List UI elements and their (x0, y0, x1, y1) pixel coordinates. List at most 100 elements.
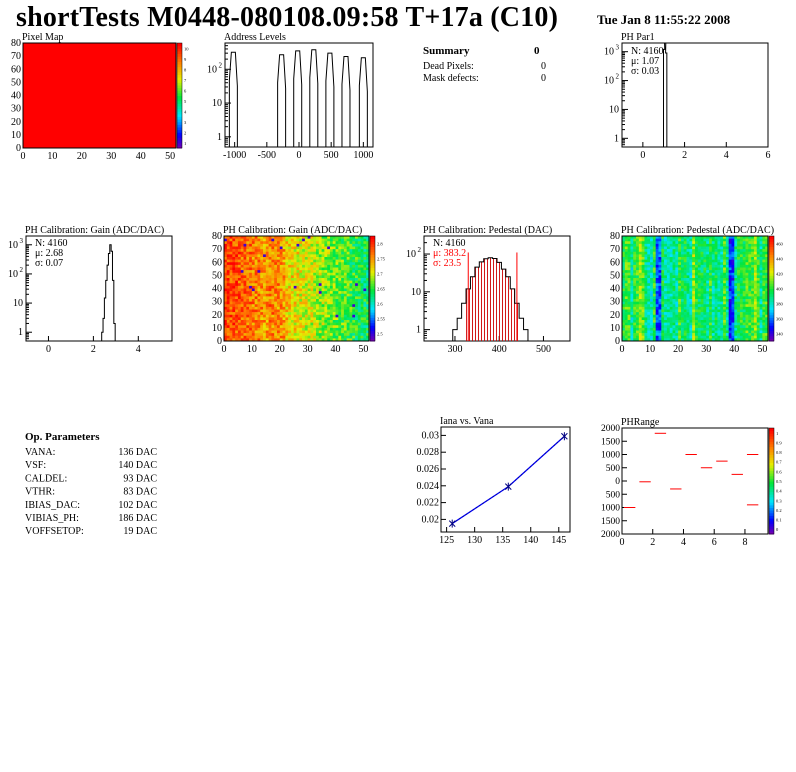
heatmap-cell (338, 304, 342, 308)
heatmap-cell (232, 236, 236, 239)
heatmap-cell (352, 335, 356, 339)
y-tick-label-exp: 2 (616, 73, 620, 81)
heatmap-cell (335, 283, 339, 287)
heatmap-cell (265, 299, 269, 302)
heatmap-cell (647, 272, 651, 276)
heatmap-cell (731, 306, 735, 310)
heatmap-cell (680, 267, 685, 271)
colorbar-cell (370, 278, 375, 282)
heatmap-cell (329, 238, 334, 242)
heatmap-cell (622, 314, 626, 318)
heatmap-cell (742, 283, 746, 287)
heatmap-cell (759, 278, 763, 281)
heatmap-cell (327, 238, 331, 242)
heatmap-cell (285, 275, 289, 279)
heatmap-cell (655, 291, 659, 295)
heatmap-cell (622, 257, 626, 260)
heatmap-cell (711, 285, 715, 289)
heatmap-cell (717, 338, 721, 342)
x-tick-label: 140 (523, 535, 538, 546)
heatmap-cell (343, 267, 347, 271)
heatmap-cell (680, 254, 685, 258)
heatmap-cell (739, 288, 744, 292)
heatmap-cell (276, 325, 281, 329)
heatmap-cell (327, 264, 331, 268)
heatmap-cell (352, 296, 356, 300)
heatmap-cell (279, 241, 283, 245)
heatmap-cell (268, 278, 272, 281)
heatmap-cell (714, 291, 718, 295)
heatmap-cell (652, 243, 656, 247)
heatmap-cell (335, 254, 339, 258)
heatmap-cell (734, 322, 738, 326)
heatmap-cell (664, 299, 668, 302)
heatmap-cell (686, 262, 690, 266)
heatmap-cell (664, 254, 668, 258)
heatmap-cell (706, 280, 710, 284)
heatmap-cell (318, 285, 322, 289)
heatmap-cell (304, 285, 308, 289)
heatmap-cell (759, 280, 763, 284)
heatmap-cell (318, 238, 322, 242)
heatmap-cell (316, 288, 320, 292)
heatmap-cell (341, 304, 345, 308)
heatmap-cell (249, 293, 253, 297)
heatmap-cell (318, 291, 322, 295)
heatmap-cell (664, 238, 668, 242)
heatmap-cell (327, 272, 331, 276)
colorbar-cell (177, 43, 182, 47)
heatmap-cell (288, 296, 292, 300)
heatmap-cell (692, 335, 696, 339)
heatmap-cell (678, 280, 682, 284)
heatmap-cell (725, 264, 729, 268)
heatmap-cell (725, 272, 729, 276)
heatmap-cell (346, 299, 350, 302)
heatmap-cell (675, 296, 679, 300)
heatmap-cell (366, 264, 370, 268)
heatmap-cell (226, 325, 230, 329)
heatmap-cell (714, 338, 718, 342)
heatmap-cell (686, 330, 690, 334)
heatmap-cell (706, 275, 710, 279)
heatmap-cell (751, 288, 755, 292)
heatmap-cell (661, 306, 665, 310)
heatmap-cell (341, 314, 345, 318)
heatmap-cell (636, 285, 640, 289)
heatmap-cell (672, 322, 676, 326)
heatmap-cell (263, 259, 267, 263)
heatmap-cell (316, 312, 320, 316)
heatmap-cell (636, 293, 640, 297)
heatmap-cell (686, 238, 690, 242)
heatmap-cell (633, 251, 637, 255)
heatmap-cell (237, 327, 242, 331)
heatmap-cell (647, 270, 651, 274)
heatmap-cell (624, 314, 628, 318)
heatmap-cell (717, 291, 721, 295)
heatmap-cell (257, 259, 261, 263)
heatmap-cell (706, 238, 710, 242)
heatmap-cell (355, 280, 359, 284)
colorbar-cell (370, 320, 375, 324)
heatmap-cell (318, 243, 322, 247)
heatmap-cell (243, 304, 247, 308)
heatmap-cell (263, 280, 267, 284)
colorbar-frame (768, 235, 775, 342)
heatmap-cell (695, 251, 699, 255)
heatmap-cell (290, 251, 295, 255)
heatmap-cell (717, 314, 721, 318)
heatmap-cell (666, 306, 671, 310)
heatmap-cell (627, 325, 631, 329)
heatmap-cell (321, 251, 325, 255)
heatmap-cell (329, 272, 334, 276)
heatmap-cell (753, 275, 758, 279)
heatmap-cell (765, 338, 769, 342)
heatmap-cell (683, 288, 687, 292)
heatmap-cell (686, 314, 690, 318)
heatmap-cell (285, 285, 289, 289)
heatmap-cell (279, 291, 283, 295)
heatmap-cell (357, 259, 361, 263)
heatmap-cell (664, 272, 668, 276)
heatmap-cell (725, 285, 729, 289)
heatmap-cell (304, 257, 308, 260)
heatmap-cell (226, 257, 230, 260)
